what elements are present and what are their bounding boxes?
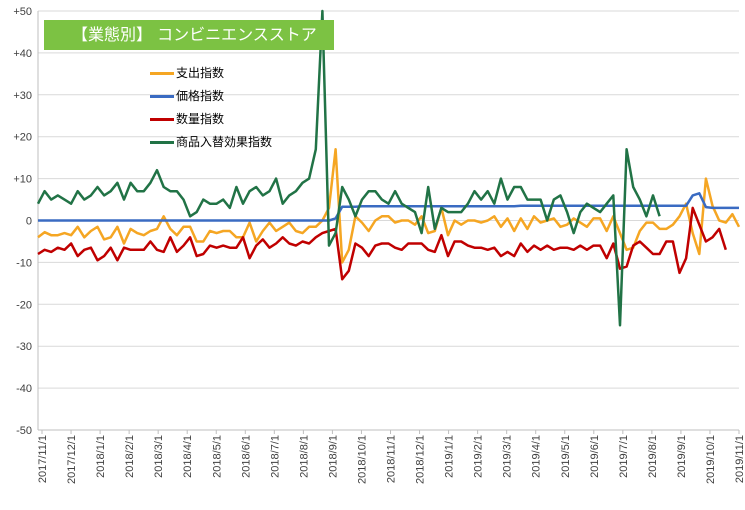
- series-line-2: [38, 192, 739, 222]
- y-axis-tick-labels: +50 +40 +30 +20 +10 0 -10 -20 -30 -40 -50: [13, 6, 32, 437]
- x-axis-tick-labels: 2017/11/1 2017/12/1 2018/1/1 2018/2/1 2018/3…: [37, 430, 745, 484]
- legend-label: 価格指数: [176, 89, 225, 103]
- legend-swatch: [150, 118, 174, 121]
- x-tick-label: 2018/4/1: [182, 435, 194, 478]
- x-tick-label: 2018/1/1: [95, 435, 107, 478]
- y-tick-label: 0: [26, 216, 32, 228]
- y-tick-label: -20: [16, 299, 32, 311]
- x-tick-label: 2019/4/1: [531, 435, 543, 478]
- x-tick-label: 2019/7/1: [618, 435, 630, 478]
- legend-label: 数量指数: [176, 112, 225, 126]
- x-tick-label: 2019/9/1: [676, 435, 688, 478]
- y-tick-label: +40: [13, 48, 32, 60]
- x-tick-label: 2018/3/1: [153, 435, 165, 478]
- x-tick-label: 2018/5/1: [211, 435, 223, 478]
- legend-label: 商品入替効果指数: [176, 135, 273, 149]
- x-tick-label: 2018/12/1: [415, 435, 427, 484]
- series-line-4: [36, 9, 661, 327]
- x-tick-label: 2017/11/1: [37, 435, 49, 483]
- y-tick-label: +10: [13, 174, 32, 186]
- y-tick-label: -10: [16, 257, 32, 269]
- x-tick-label: 2018/10/1: [356, 435, 368, 484]
- x-tick-label: 2019/6/1: [589, 435, 601, 478]
- series-line-3: [37, 206, 727, 281]
- y-tick-label: +20: [13, 132, 32, 144]
- y-tick-label: -40: [16, 383, 32, 395]
- x-tick-label: 2018/6/1: [240, 435, 252, 478]
- x-tick-label: 2018/8/1: [298, 435, 310, 478]
- y-tick-label: -30: [16, 341, 32, 353]
- y-tick-label: +30: [13, 90, 32, 102]
- legend-swatch: [150, 72, 174, 75]
- x-tick-label: 2019/11/1: [734, 435, 745, 483]
- x-tick-label: 2019/5/1: [560, 435, 572, 478]
- x-tick-label: 2019/10/1: [705, 435, 717, 484]
- x-tick-label: 2019/3/1: [502, 435, 514, 478]
- legend-label: 支出指数: [176, 66, 225, 80]
- y-tick-label: +50: [13, 6, 32, 18]
- series-lines: [36, 9, 741, 327]
- y-tick-label: -50: [16, 425, 32, 437]
- x-tick-label: 2018/9/1: [327, 435, 339, 478]
- x-tick-label: 2018/11/1: [386, 435, 398, 483]
- x-tick-label: 2019/2/1: [473, 435, 485, 478]
- legend-swatch: [150, 141, 174, 144]
- x-tick-label: 2019/8/1: [647, 435, 659, 478]
- x-tick-label: 2018/7/1: [269, 435, 281, 478]
- x-tick-label: 2017/12/1: [66, 435, 78, 484]
- x-tick-label: 2018/2/1: [124, 435, 136, 478]
- legend-swatch: [150, 95, 174, 98]
- x-tick-label: 2019/1/1: [444, 435, 456, 478]
- chart-title: 【業態別】 コンビニエンスストア: [44, 20, 334, 50]
